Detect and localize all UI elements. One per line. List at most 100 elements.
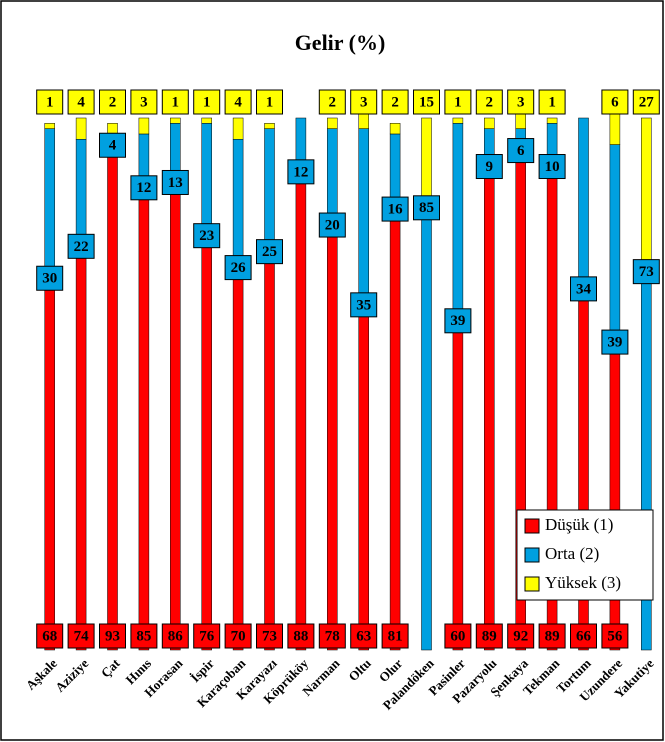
data-label: 4 [77,94,85,110]
data-label: 23 [199,228,214,244]
data-label: 92 [513,628,528,644]
bar-segment [170,192,181,651]
data-label: 85 [419,200,434,216]
data-label-box [444,623,472,649]
data-label: 25 [262,244,277,260]
data-label: 27 [639,94,655,110]
bar-segment [201,117,212,124]
data-label: 68 [42,628,57,644]
bar-segment [641,117,652,262]
data-label-box [130,175,158,201]
data-label-box [36,623,64,649]
data-label-box [318,623,346,649]
bar-segment [452,123,464,332]
data-label-box [193,623,221,649]
data-label-box [161,623,189,649]
data-label-box [444,308,472,334]
bar-segment [452,330,464,651]
data-label: 2 [329,94,337,110]
data-label-box [381,89,409,115]
chart-title: Gelir (%) [295,30,386,55]
data-label: 63 [356,628,371,644]
data-label: 15 [419,94,434,110]
data-label-box [224,89,252,115]
bar-segment [609,112,621,145]
data-label: 2 [109,94,117,110]
data-label-box [130,623,158,649]
data-label: 4 [109,138,117,154]
bar-segment [327,117,338,129]
data-label-box [36,265,64,291]
bar-segment [75,117,87,140]
legend-label: Orta (2) [545,544,599,563]
bar-segment [609,351,621,651]
bar-segment [44,128,55,289]
data-label: 1 [203,94,211,110]
data-label-box [350,623,378,649]
data-label: 4 [234,94,242,110]
bar-segment [327,234,338,651]
data-label-box [256,623,283,649]
bar-segment [515,112,526,129]
data-label: 60 [450,628,465,644]
legend-label: Yüksek (3) [545,573,621,592]
data-label: 70 [231,628,246,644]
data-label: 1 [172,94,180,110]
data-label-box [224,623,252,649]
data-label: 86 [168,628,184,644]
data-label: 30 [42,271,57,287]
data-label: 2 [391,94,399,110]
data-label: 3 [140,94,148,110]
data-label-box [161,89,189,115]
data-label-box [381,623,409,649]
data-label: 39 [607,335,622,351]
bar-segment [138,117,150,135]
data-label: 12 [136,180,151,196]
data-label: 89 [545,628,560,644]
bar-segment [201,245,212,651]
data-label-box [224,255,252,281]
data-label-box [413,195,440,221]
data-label: 3 [360,94,368,110]
data-label: 10 [545,159,560,175]
bar-segment [232,117,244,140]
bar-segment [44,287,55,651]
bar-segment [484,117,495,129]
bar-segment [107,154,118,651]
data-label-box [601,329,629,355]
data-label: 73 [639,264,654,280]
data-label: 1 [454,94,462,110]
data-label: 12 [293,164,308,180]
data-label: 78 [325,628,340,644]
data-label: 66 [576,628,592,644]
data-label-box [67,89,95,115]
data-label: 35 [356,297,371,313]
data-label-box [507,138,535,164]
legend-swatch [524,547,540,563]
data-label-box [350,89,378,115]
legend-box [516,509,654,601]
data-label-box [538,89,566,115]
data-label: 1 [266,94,274,110]
data-label-box [475,154,503,180]
data-label-box [193,89,221,115]
bar-segment [264,261,275,651]
data-label: 9 [486,159,494,175]
data-label: 3 [517,94,525,110]
data-label-box [570,276,597,302]
data-label: 39 [450,313,465,329]
data-label: 1 [548,94,556,110]
data-label-box [475,623,503,649]
bar-segment [107,123,118,135]
data-label-box [475,89,503,115]
data-label-box [99,89,126,115]
bar-segment [578,117,589,300]
data-label-box [36,89,64,115]
data-label-box [570,623,597,649]
data-label: 2 [486,94,494,110]
data-label-box [67,623,95,649]
data-label-box [444,89,472,115]
data-label: 6 [517,143,525,159]
data-label: 34 [576,281,592,297]
